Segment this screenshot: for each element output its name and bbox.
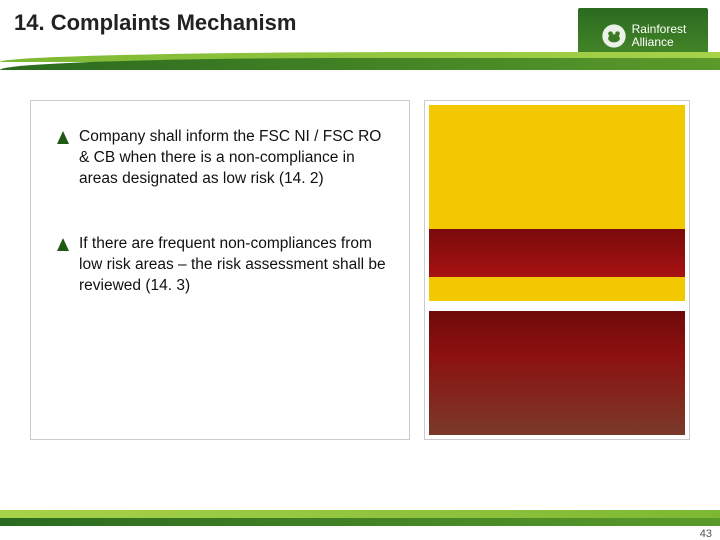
slide-header: 14. Complaints Mechanism Rainforest Alli…	[0, 0, 720, 70]
header-swoosh	[0, 52, 720, 70]
arrows-reflection	[525, 343, 685, 433]
bullet-list: Company shall inform the FSC NI / FSC RO…	[53, 127, 391, 297]
arrows-image	[424, 100, 690, 440]
page-number: 43	[700, 528, 712, 540]
up-arrows-group	[525, 174, 685, 324]
bullet-item: Company shall inform the FSC NI / FSC RO…	[53, 127, 391, 190]
slide-title: 14. Complaints Mechanism	[14, 10, 296, 36]
logo-text: Rainforest Alliance	[632, 23, 687, 49]
frog-icon	[600, 22, 628, 50]
logo-text-line2: Alliance	[632, 36, 687, 49]
footer-band-light	[0, 510, 720, 518]
content-area: Company shall inform the FSC NI / FSC RO…	[30, 100, 690, 440]
bullet-text-box: Company shall inform the FSC NI / FSC RO…	[30, 100, 410, 440]
bullet-item: If there are frequent non-compliances fr…	[53, 234, 391, 297]
footer-band-dark	[0, 518, 720, 526]
